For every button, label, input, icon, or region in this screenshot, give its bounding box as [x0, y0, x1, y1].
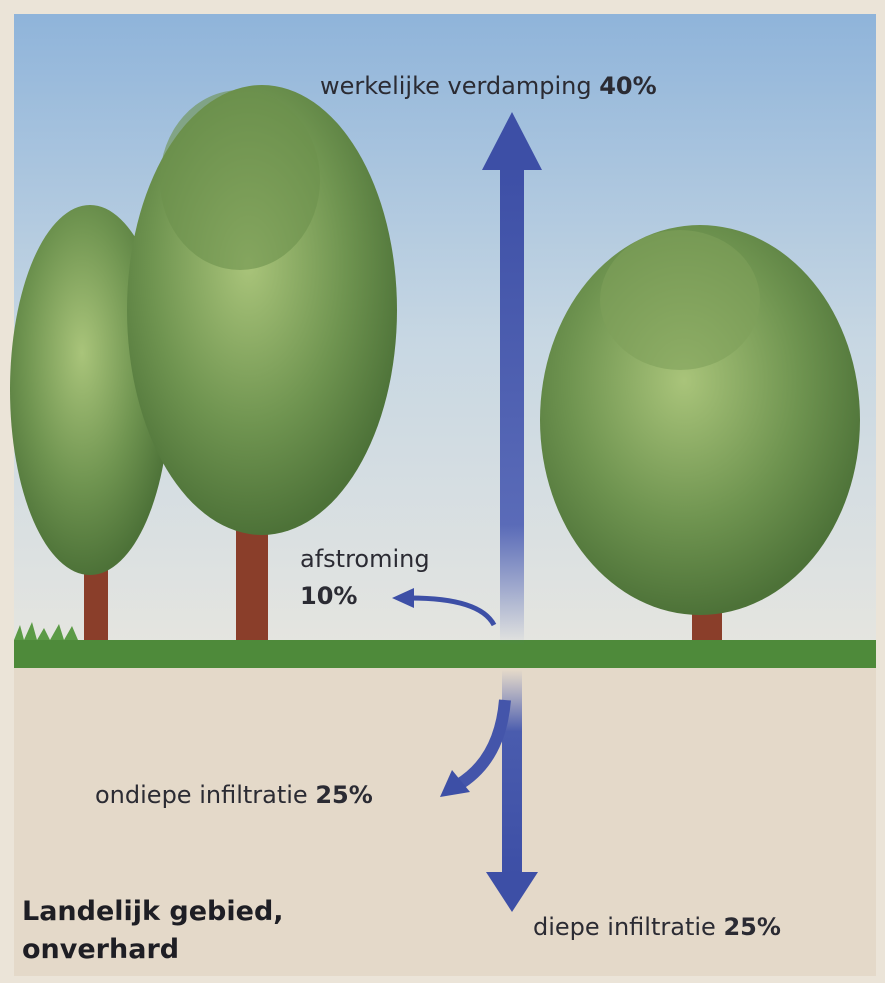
flow-label: diepe infiltratie — [533, 913, 716, 941]
caption-line: onverhard — [22, 934, 179, 965]
flow-value: 25% — [315, 781, 372, 809]
flow-label: ondiepe infiltratie — [95, 781, 308, 809]
deep-label: diepe infiltratie 25% — [533, 913, 781, 941]
flow-value: 40% — [599, 72, 656, 100]
evaporation-label: werkelijke verdamping 40% — [320, 72, 657, 100]
runoff-value: 10% — [300, 582, 357, 610]
shallow-label: ondiepe infiltratie 25% — [95, 781, 373, 809]
flow-label: werkelijke verdamping — [320, 72, 592, 100]
page: werkelijke verdamping 40% afstroming 10%… — [0, 0, 885, 983]
flow-value: 25% — [723, 913, 780, 941]
grass — [14, 640, 876, 668]
runoff-label: afstroming — [300, 545, 430, 573]
caption-line: Landelijk gebied, — [22, 896, 284, 927]
diagram: werkelijke verdamping 40% afstroming 10%… — [0, 0, 885, 983]
